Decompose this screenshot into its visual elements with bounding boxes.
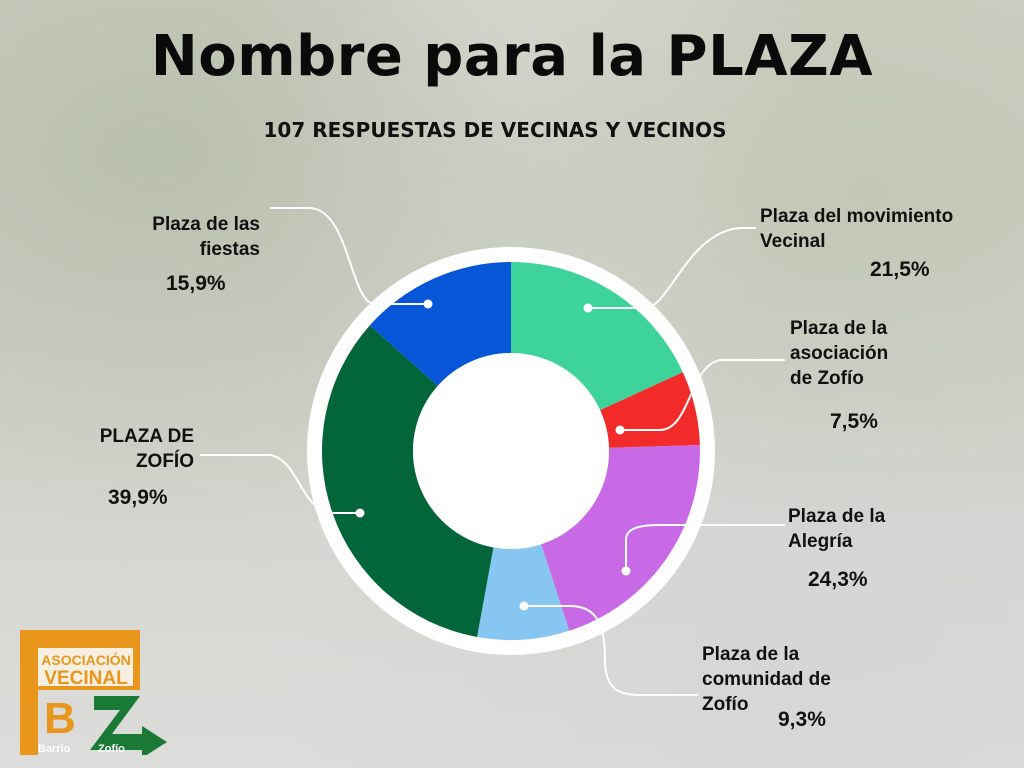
- pct-plaza-zofio: 39,9%: [108, 486, 168, 509]
- leader-dot-0: [583, 303, 593, 313]
- leader-dot-5: [423, 299, 433, 309]
- donut-slice-5: [369, 262, 511, 386]
- donut-slice-3: [477, 544, 570, 640]
- donut-slice-4: [322, 325, 494, 637]
- chart-subtitle: 107 RESPUESTAS DE VECINAS Y VECINOS: [263, 118, 727, 142]
- svg-text:Barrio: Barrio: [38, 743, 71, 755]
- leader-line-inner-1: [620, 359, 700, 431]
- donut-slice-1: [600, 372, 700, 448]
- label-plaza-zofio: PLAZA DE ZOFÍO: [99, 426, 194, 472]
- label-fiestas: Plaza de las fiestas: [152, 214, 260, 260]
- donut-slice-2: [541, 444, 700, 631]
- chart-title: Nombre para la PLAZA: [150, 24, 874, 89]
- svg-text:B: B: [44, 694, 76, 743]
- label-alegria: Plaza de la Alegría: [788, 506, 886, 552]
- pct-fiestas: 15,9%: [166, 272, 226, 295]
- svg-text:ASOCIACIÓN: ASOCIACIÓN: [41, 651, 130, 668]
- leader-dot-1: [615, 425, 625, 435]
- donut-hole: [413, 353, 609, 549]
- label-asociacion-zofio: Plaza de la asociación de Zofío: [790, 318, 889, 389]
- leader-line-5: [270, 207, 428, 305]
- asociacion-vecinal-logo: ASOCIACIÓN VECINAL B Barrio Zofío: [20, 630, 167, 755]
- svg-text:Zofío: Zofío: [98, 743, 125, 755]
- leader-dot-3: [519, 601, 529, 611]
- leader-dot-4: [355, 508, 365, 518]
- pct-alegria: 24,3%: [808, 568, 868, 591]
- pct-asociacion-zofio: 7,5%: [830, 410, 878, 433]
- leader-dot-2: [621, 566, 631, 576]
- pct-movimiento-vecinal: 21,5%: [870, 258, 930, 281]
- label-comunidad-zofio: Plaza de la comunidad de Zofío: [702, 644, 831, 715]
- svg-text:VECINAL: VECINAL: [44, 668, 128, 689]
- leader-line-inner-3: [524, 605, 698, 640]
- label-movimiento-vecinal: Plaza del movimiento Vecinal: [760, 206, 954, 252]
- pct-comunidad-zofio: 9,3%: [778, 708, 826, 731]
- donut-slice-0: [511, 262, 683, 411]
- leader-line-inner-2: [625, 524, 700, 571]
